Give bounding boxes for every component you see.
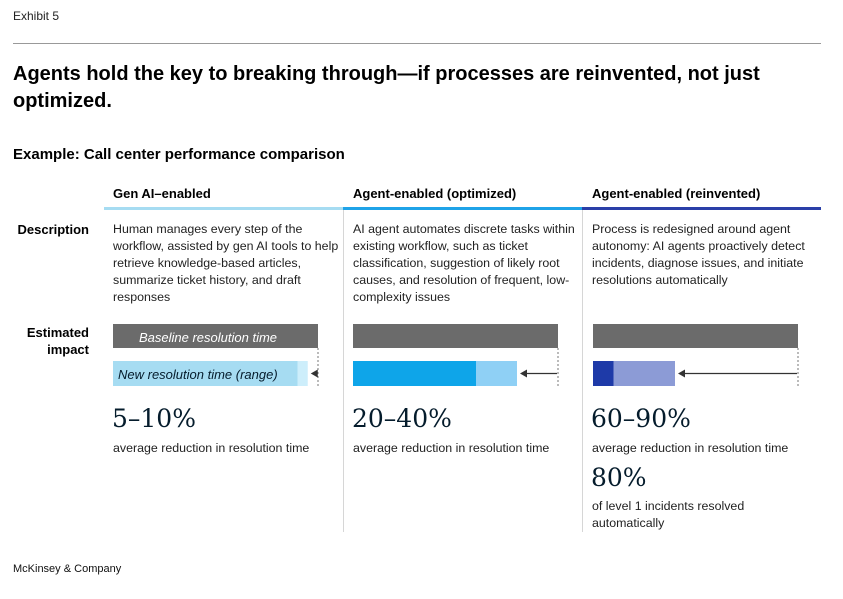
row-label-description: Description — [17, 222, 89, 237]
column-rule-gen-ai — [104, 207, 343, 210]
description-gen-ai: Human manages every step of the workflow… — [113, 222, 339, 304]
footer-brand: McKinsey & Company — [13, 563, 122, 575]
extra-stat-value: 80% — [591, 463, 647, 492]
page-title: Agents hold the key to breaking through—… — [13, 63, 760, 112]
chart-subtitle: Example: Call center performance compari… — [13, 146, 345, 163]
description-agent-optimized: AI agent automates discrete tasks within… — [353, 222, 575, 304]
column-divider — [582, 210, 583, 532]
top-divider — [13, 43, 821, 44]
column-header-agent-optimized: Agent-enabled (optimized) — [353, 186, 517, 201]
column-rule-agent-optimized — [343, 207, 582, 210]
exhibit-label: Exhibit 5 — [13, 9, 60, 23]
impact-bar-chart: Baseline resolution time New resolution t… — [113, 324, 799, 386]
reduction-arrow-head — [520, 369, 527, 378]
stat-label-gen-ai: average reduction in resolution time — [113, 441, 310, 455]
baseline-bar — [353, 324, 558, 348]
baseline-bar — [113, 324, 318, 348]
column-header-gen-ai: Gen AI–enabled — [113, 186, 211, 201]
stat-value-agent-optimized: 20–40% — [352, 404, 452, 433]
column-header-agent-reinvented: Agent-enabled (reinvented) — [592, 186, 761, 201]
baseline-bar-label: Baseline resolution time — [139, 330, 277, 345]
stat-label-agent-optimized: average reduction in resolution time — [353, 441, 550, 455]
row-label-impact: Estimated impact — [26, 325, 89, 357]
new-time-min-bar — [593, 361, 614, 386]
reduction-arrow-head — [678, 369, 685, 378]
extra-stat-label: of level 1 incidents resolved automatica… — [592, 499, 745, 530]
baseline-bar — [593, 324, 798, 348]
column-divider — [343, 210, 344, 532]
new-time-min-bar — [113, 361, 298, 386]
reduction-arrow-head — [310, 369, 318, 378]
new-bar-label: New resolution time (range) — [118, 367, 278, 382]
column-rule-agent-reinvented — [582, 207, 821, 210]
stat-value-agent-reinvented: 60–90% — [591, 404, 691, 433]
stat-label-agent-reinvented: average reduction in resolution time — [592, 441, 789, 455]
stat-value-gen-ai: 5–10% — [112, 404, 196, 433]
new-time-min-bar — [353, 361, 476, 386]
description-agent-reinvented: Process is redesigned around agent auton… — [592, 222, 805, 287]
